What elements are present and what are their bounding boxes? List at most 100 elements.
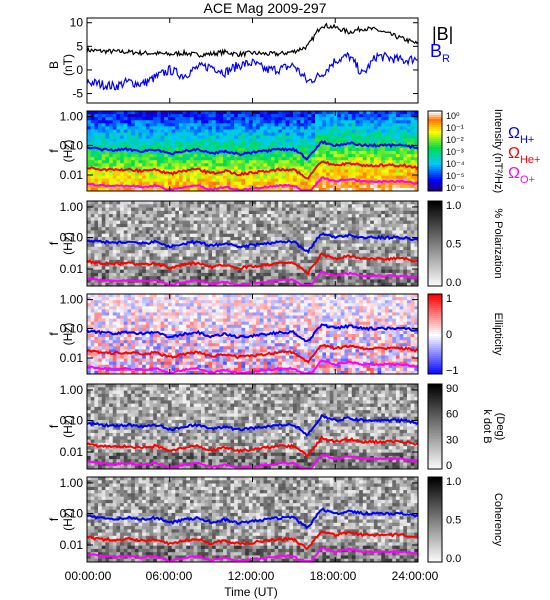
heatmap-cell <box>101 223 106 228</box>
heatmap-cell <box>127 210 132 215</box>
heatmap-cell <box>164 236 169 241</box>
heatmap-cell <box>94 154 99 158</box>
heatmap-cell <box>90 217 95 222</box>
heatmap-cell <box>388 207 393 212</box>
heatmap-cell <box>399 117 404 121</box>
colorbar-step <box>428 149 442 152</box>
heatmap-cell <box>270 230 275 235</box>
heatmap-cell <box>186 163 191 167</box>
heatmap-cell <box>296 126 301 130</box>
heatmap-cell <box>355 163 360 167</box>
heatmap-cell <box>94 175 99 180</box>
heatmap-cell <box>156 233 161 238</box>
heatmap-cell <box>241 111 246 115</box>
heatmap-cell <box>160 111 165 115</box>
gyro-h-line <box>86 232 419 254</box>
heatmap-cell <box>344 135 349 140</box>
heatmap-cell <box>366 172 371 177</box>
heatmap-cell <box>326 154 331 158</box>
heatmap-cell <box>399 243 404 248</box>
heatmap-cell <box>112 204 117 208</box>
heatmap-cell <box>381 269 386 274</box>
heatmap-cell <box>234 272 239 277</box>
heatmap-cell <box>300 240 305 244</box>
heatmap-cell <box>259 230 264 235</box>
heatmap-cell <box>245 111 250 115</box>
heatmap-cell <box>292 227 298 231</box>
heatmap-cell <box>105 129 110 133</box>
heatmap-cell <box>252 201 257 205</box>
heatmap-cell <box>98 126 103 130</box>
heatmap-cell <box>98 144 103 149</box>
heatmap-cell <box>171 230 176 235</box>
heatmap-cell <box>189 157 195 161</box>
heatmap-cell <box>307 201 312 205</box>
heatmap-cell <box>197 160 202 164</box>
heatmap-cell <box>256 233 261 238</box>
heatmap-cell <box>189 151 195 155</box>
heatmap-cell <box>289 253 294 257</box>
heatmap-cell <box>285 154 290 158</box>
heatmap-cell <box>219 282 224 287</box>
heatmap-cell <box>109 269 114 274</box>
heatmap-cell <box>131 172 136 177</box>
heatmap-cell <box>131 204 136 208</box>
heatmap-cell <box>362 114 367 118</box>
heatmap-cell <box>248 132 253 137</box>
heatmap-cell <box>322 250 327 254</box>
heatmap-cell <box>289 172 294 177</box>
heatmap-cell <box>315 117 320 121</box>
heatmap-cell <box>410 269 415 274</box>
heatmap-cell <box>267 217 272 222</box>
heatmap-cell <box>362 187 367 192</box>
heatmap-cell <box>296 175 301 180</box>
heatmap-cell <box>370 169 375 173</box>
heatmap-cell <box>171 181 176 186</box>
heatmap-cell <box>149 243 154 248</box>
heatmap-cell <box>256 117 261 121</box>
heatmap-cell <box>388 210 393 215</box>
heatmap-cell <box>90 147 95 152</box>
heatmap-cell <box>366 154 371 158</box>
heatmap-cell <box>366 151 371 155</box>
heatmap-cell <box>138 256 143 261</box>
heatmap-cell <box>112 220 117 225</box>
heatmap-cell <box>153 294 158 298</box>
heatmap-cell <box>138 166 143 170</box>
heatmap-cell <box>373 272 378 277</box>
heatmap-cell <box>307 184 312 189</box>
colorbar-frame <box>427 110 443 192</box>
heatmap-cell <box>296 214 301 218</box>
heatmap-cell <box>156 138 161 143</box>
heatmap-cell <box>182 272 187 277</box>
heatmap-cell <box>193 166 198 170</box>
heatmap-cell <box>285 141 290 146</box>
heatmap-cell <box>219 120 224 124</box>
heatmap-cell <box>259 120 264 124</box>
heatmap-cell <box>370 154 375 158</box>
heatmap-cell <box>395 154 401 158</box>
heatmap-cell <box>153 227 158 231</box>
heatmap-cell <box>241 154 246 158</box>
heatmap-cell <box>267 151 272 155</box>
heatmap-cell <box>234 111 239 115</box>
intensity-panel: 1.000.100.01f (Hz)10⁰10⁻¹10⁻²10⁻³10⁻⁴10⁻⁵… <box>47 109 504 193</box>
heatmap-cell <box>366 204 371 208</box>
heatmap-cell <box>134 210 139 215</box>
heatmap-cell <box>315 207 320 212</box>
heatmap-cell <box>109 138 114 143</box>
heatmap-cell <box>381 294 386 298</box>
heatmap-cell <box>175 181 180 186</box>
heatmap-cell <box>212 227 217 231</box>
colorbar-step <box>428 205 442 208</box>
heatmap-cell <box>201 217 206 222</box>
heatmap-cell <box>167 276 172 280</box>
heatmap-cell <box>403 172 408 177</box>
heatmap-cell <box>300 214 305 218</box>
heatmap-cell <box>392 294 397 298</box>
heatmap-cell <box>256 297 261 301</box>
heatmap-cell <box>355 166 360 170</box>
heatmap-cell <box>406 240 412 244</box>
heatmap-cell <box>212 175 217 180</box>
heatmap-cell <box>348 120 353 124</box>
